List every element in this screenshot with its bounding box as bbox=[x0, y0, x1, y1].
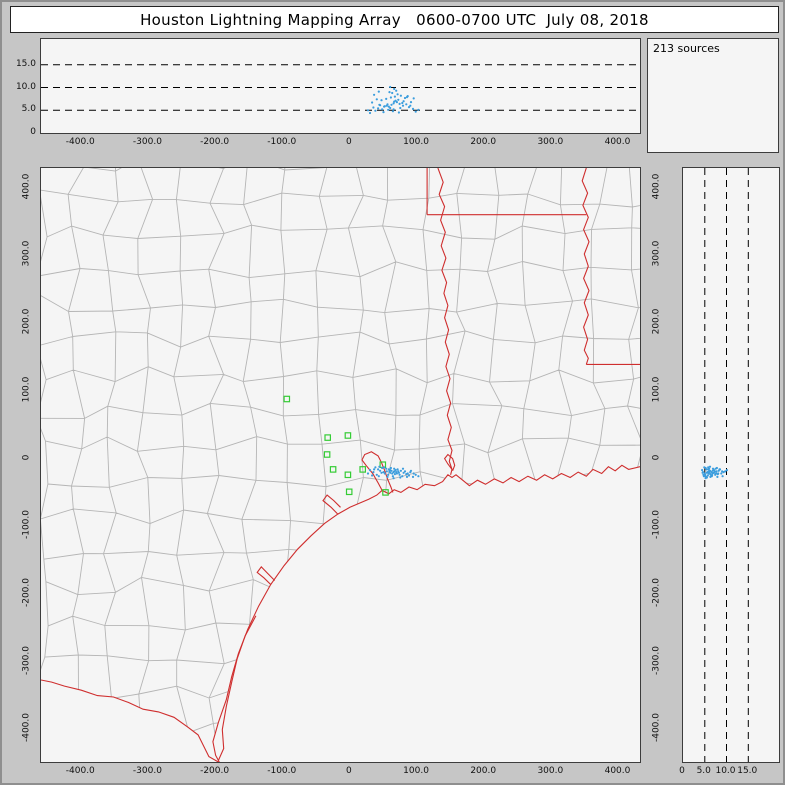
plan-view-svg bbox=[41, 168, 640, 762]
tick-label: -300.0 bbox=[132, 137, 162, 147]
tick-label: 200.0 bbox=[651, 308, 662, 335]
sources-count-label: 213 sources bbox=[653, 42, 720, 55]
sabine-lake bbox=[443, 453, 456, 471]
tick-label: 100.0 bbox=[21, 376, 32, 403]
tick-label: 300.0 bbox=[21, 240, 32, 267]
sources-count-box: 213 sources bbox=[647, 38, 779, 153]
state-borders-and-coast bbox=[41, 168, 640, 762]
tick-label: 300.0 bbox=[537, 766, 564, 776]
tick-label: 400.0 bbox=[651, 173, 662, 200]
tick-label: 10.0 bbox=[715, 766, 736, 776]
lightning-sources-right bbox=[701, 465, 728, 480]
tick-label: -100.0 bbox=[267, 137, 297, 147]
tick-label: -300.0 bbox=[651, 645, 662, 675]
tick-label: 0 bbox=[679, 766, 685, 776]
tick-label: 400.0 bbox=[604, 137, 631, 147]
tick-label: -300.0 bbox=[132, 766, 162, 776]
matagorda-bay bbox=[322, 494, 341, 515]
tick-label: -200.0 bbox=[200, 137, 230, 147]
county-boundaries bbox=[41, 168, 640, 762]
padre-island bbox=[217, 615, 257, 761]
tick-label: 5.0 bbox=[696, 766, 711, 776]
tick-label: 15.0 bbox=[737, 766, 758, 776]
title-bar: Houston Lightning Mapping Array 0600-070… bbox=[10, 6, 779, 33]
tick-label: -400.0 bbox=[65, 766, 95, 776]
tick-label: 0 bbox=[346, 766, 352, 776]
tick-label: 0 bbox=[651, 454, 662, 460]
lma-station-markers bbox=[283, 395, 389, 496]
coastline bbox=[212, 464, 640, 762]
rio-grande bbox=[41, 679, 220, 762]
lightning-sources-plan bbox=[366, 465, 420, 480]
ns-altitude-svg bbox=[701, 168, 749, 762]
tick-label: 0 bbox=[30, 127, 36, 137]
altitude-dashed-gridlines bbox=[41, 64, 640, 111]
tick-label: 0 bbox=[21, 454, 32, 460]
tick-label: -100.0 bbox=[21, 510, 32, 540]
ew-altitude-svg bbox=[41, 64, 640, 115]
tick-label: -400.0 bbox=[65, 137, 95, 147]
mississippi-river bbox=[581, 168, 590, 365]
ew-altitude-panel[interactable] bbox=[40, 38, 641, 134]
corpus-christi-bay bbox=[256, 566, 276, 585]
tick-label: -100.0 bbox=[651, 510, 662, 540]
tick-label: 300.0 bbox=[651, 240, 662, 267]
tick-label: -100.0 bbox=[267, 766, 297, 776]
galveston-bay bbox=[361, 451, 394, 493]
tick-label: 400.0 bbox=[604, 766, 631, 776]
tick-label: 10.0 bbox=[15, 81, 36, 92]
tick-label: -200.0 bbox=[651, 578, 662, 608]
tick-label: -200.0 bbox=[200, 766, 230, 776]
tick-label: -400.0 bbox=[651, 713, 662, 743]
plan-view-map-panel[interactable] bbox=[40, 167, 641, 763]
tick-label: 5.0 bbox=[21, 104, 36, 115]
tick-label: 200.0 bbox=[21, 308, 32, 335]
ns-altitude-panel[interactable] bbox=[682, 167, 780, 763]
sabine-river-tx-la-border bbox=[437, 168, 453, 475]
window-title: Houston Lightning Mapping Array 0600-070… bbox=[140, 10, 649, 29]
tick-label: 100.0 bbox=[651, 376, 662, 403]
tick-label: -400.0 bbox=[21, 713, 32, 743]
tick-label: 15.0 bbox=[15, 58, 36, 69]
tick-label: 400.0 bbox=[21, 173, 32, 200]
tick-label: -300.0 bbox=[21, 645, 32, 675]
lightning-sources-top bbox=[366, 85, 420, 115]
tick-label: 300.0 bbox=[537, 137, 564, 147]
tick-label: 200.0 bbox=[470, 137, 497, 147]
tick-label: 100.0 bbox=[403, 766, 429, 776]
tick-label: 100.0 bbox=[403, 137, 429, 147]
tick-label: 200.0 bbox=[470, 766, 497, 776]
altitude-dashed-gridlines bbox=[704, 168, 749, 762]
tick-label: 0 bbox=[346, 137, 352, 147]
tick-label: -200.0 bbox=[21, 578, 32, 608]
